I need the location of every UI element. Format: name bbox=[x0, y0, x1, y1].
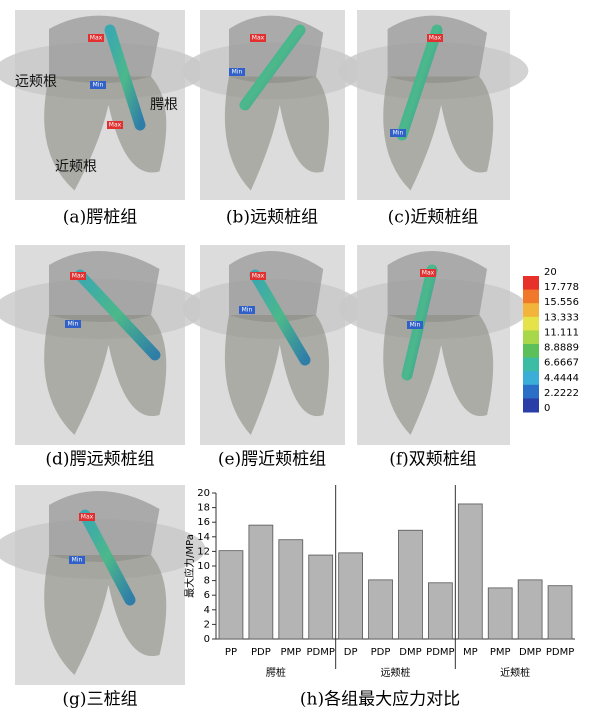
x-tick-label: PDP bbox=[251, 647, 271, 658]
group-label: 远颊桩 bbox=[381, 666, 411, 679]
bar bbox=[458, 504, 482, 639]
colorbar-label: 4.4444 bbox=[544, 373, 579, 384]
stress-tag-label: Min bbox=[242, 307, 253, 314]
x-tick-label: PMP bbox=[280, 647, 301, 658]
x-tick-label: PP bbox=[225, 647, 237, 658]
stress-tag-label: Max bbox=[422, 270, 435, 277]
stress-tag-label: Max bbox=[429, 35, 442, 42]
x-tick-label: PDMP bbox=[307, 647, 335, 658]
stress-tag-label: Min bbox=[93, 82, 104, 89]
stress-tag-label: Min bbox=[393, 130, 404, 137]
render-panel: Max Min bbox=[339, 10, 529, 200]
render-panel: Max Min bbox=[183, 245, 363, 445]
stress-tag-label: Min bbox=[68, 321, 79, 328]
stress-tag-label: Min bbox=[410, 322, 421, 329]
panel-caption: (e)腭近颊桩组 bbox=[218, 450, 326, 470]
colorbar-cell bbox=[523, 290, 539, 304]
render-panel: Max Min bbox=[0, 245, 205, 445]
y-tick-label: 10 bbox=[197, 561, 210, 572]
colorbar-cell bbox=[523, 276, 539, 290]
colorbar-cell bbox=[523, 317, 539, 331]
colorbar-cell bbox=[523, 344, 539, 358]
colorbar-cell bbox=[523, 330, 539, 344]
tooth-crown bbox=[388, 251, 487, 322]
bar bbox=[428, 583, 452, 639]
bar bbox=[369, 580, 393, 639]
stress-tag-label: Min bbox=[72, 557, 83, 564]
colorbar-label: 8.8889 bbox=[544, 343, 579, 354]
y-tick-label: 18 bbox=[197, 503, 210, 514]
panel-caption: (f)双颊桩组 bbox=[389, 450, 477, 470]
y-tick-label: 8 bbox=[204, 576, 210, 587]
bar bbox=[309, 555, 333, 639]
stress-tag-label: Max bbox=[72, 273, 85, 280]
x-tick-label: PDP bbox=[371, 647, 391, 658]
colorbar-cell bbox=[523, 303, 539, 317]
bar bbox=[488, 588, 512, 639]
panel-caption: (a)腭桩组 bbox=[63, 208, 137, 228]
x-tick-label: DP bbox=[344, 647, 358, 658]
y-tick-label: 0 bbox=[204, 634, 210, 645]
x-tick-label: DMP bbox=[519, 647, 541, 658]
render-panel: Max Min bbox=[0, 485, 205, 685]
tooth-crown bbox=[49, 16, 160, 84]
bar bbox=[399, 530, 423, 639]
root-label: 腭根 bbox=[150, 97, 178, 113]
stress-tag-label: Max bbox=[90, 35, 103, 42]
colorbar-cell bbox=[523, 371, 539, 385]
colorbar-label: 11.111 bbox=[544, 327, 579, 338]
colorbar-cell bbox=[523, 398, 539, 412]
colorbar-cell bbox=[523, 358, 539, 372]
stress-tag-label: Max bbox=[81, 514, 94, 521]
colorbar-label: 2.2222 bbox=[544, 388, 579, 399]
root-label: 近颊根 bbox=[55, 159, 97, 175]
stress-tag-label: Max bbox=[252, 35, 265, 42]
y-axis-title: 最大应力/MPa bbox=[183, 534, 196, 598]
y-tick-label: 4 bbox=[204, 605, 210, 616]
colorbar-label: 20 bbox=[544, 267, 557, 278]
x-tick-label: PDMP bbox=[426, 647, 454, 658]
panel-caption: (g)三桩组 bbox=[62, 690, 137, 710]
stress-tag-label: Max bbox=[252, 273, 265, 280]
bar bbox=[249, 525, 273, 639]
bar bbox=[219, 551, 243, 639]
colorbar-label: 6.6667 bbox=[544, 358, 579, 369]
bar bbox=[279, 540, 303, 639]
colorbar-label: 13.333 bbox=[544, 312, 579, 323]
colorbar-label: 0 bbox=[544, 403, 550, 414]
bar bbox=[548, 586, 572, 639]
group-label: 近颊桩 bbox=[500, 666, 530, 679]
y-tick-label: 20 bbox=[197, 488, 210, 499]
chart-caption: (h)各组最大应力对比 bbox=[300, 690, 460, 710]
y-tick-label: 6 bbox=[204, 590, 210, 601]
colorbar-label: 17.778 bbox=[544, 282, 579, 293]
bar bbox=[339, 553, 363, 639]
render-panel: Max Min bbox=[183, 10, 363, 200]
group-label: 腭桩 bbox=[266, 666, 286, 679]
stress-tag-label: Min bbox=[232, 69, 243, 76]
y-tick-label: 12 bbox=[197, 546, 210, 557]
colorbar-label: 15.556 bbox=[544, 297, 579, 308]
stress-tag-label: Max bbox=[109, 122, 122, 129]
x-tick-label: PDMP bbox=[546, 647, 574, 658]
panel-caption: (d)腭远颊桩组 bbox=[45, 450, 154, 470]
panel-caption: (b)远颊桩组 bbox=[226, 208, 318, 228]
y-tick-label: 2 bbox=[204, 619, 210, 630]
y-tick-label: 16 bbox=[197, 517, 210, 528]
y-tick-label: 14 bbox=[197, 532, 210, 543]
panel-caption: (c)近颊桩组 bbox=[388, 208, 479, 228]
colorbar-cell bbox=[523, 385, 539, 399]
root-label: 远颊根 bbox=[15, 74, 57, 90]
bar bbox=[518, 580, 542, 639]
x-tick-label: DMP bbox=[399, 647, 421, 658]
figure: 远颊根腭根近颊根MaxMaxMin(a)腭桩组MaxMin(b)远颊桩组MaxM… bbox=[0, 0, 589, 711]
x-tick-label: MP bbox=[463, 647, 478, 658]
render-panel: Max Min bbox=[339, 245, 529, 445]
x-tick-label: PMP bbox=[490, 647, 511, 658]
tooth-crown bbox=[49, 251, 160, 322]
